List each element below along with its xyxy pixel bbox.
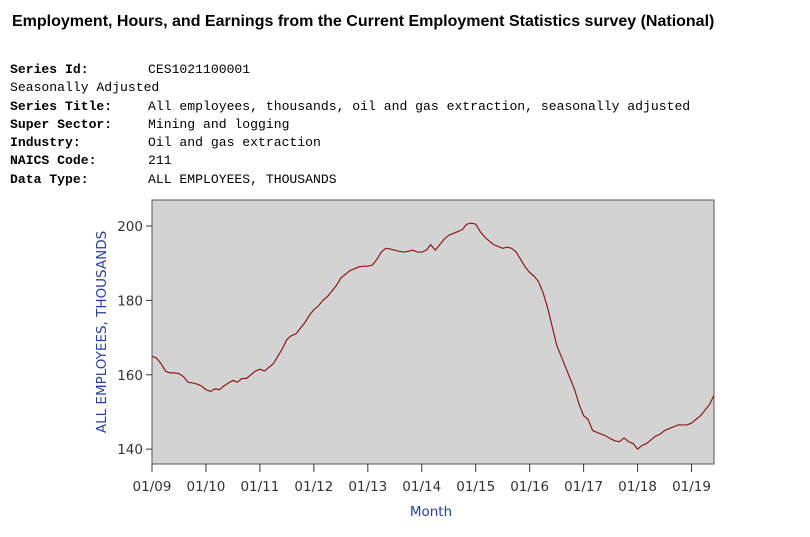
y-axis-title: ALL EMPLOYEES, THOUSANDS: [94, 231, 110, 433]
series-id-value: CES1021100001: [148, 62, 251, 77]
naics-code-row: NAICS Code: 211: [10, 152, 690, 170]
super-sector-value: Mining and logging: [148, 116, 290, 132]
seasonal-adjustment-row: Seasonally Adjusted: [10, 79, 690, 97]
naics-code-label: NAICS Code:: [10, 153, 97, 169]
data-type-label: Data Type:: [10, 171, 89, 187]
series-title-row: Series Title: All employees, thousands, o…: [10, 98, 690, 116]
data-type-value: ALL EMPLOYEES, THOUSANDS: [148, 171, 337, 187]
data-type-row: Data Type: ALL EMPLOYEES, THOUSANDS: [10, 171, 690, 189]
industry-value: Oil and gas extraction: [148, 135, 321, 151]
industry-row: Industry: Oil and gas extraction: [10, 134, 690, 152]
x-tick-label: 01/10: [186, 479, 225, 495]
x-tick-label: 01/13: [348, 479, 387, 495]
x-tick-label: 01/11: [240, 479, 279, 495]
tick-labels: 140 160 180 200 01/09 01/10 01/11 01/12 01/13 01/…: [117, 219, 711, 495]
x-axis-title: Month: [410, 504, 452, 520]
page-title: Employment, Hours, and Earnings from the…: [12, 13, 715, 30]
series-title-value: All employees, thousands, oil and gas ex…: [148, 98, 691, 114]
y-tick-label: 160: [117, 368, 143, 384]
x-tick-label: 01/18: [618, 479, 657, 495]
series-title-label: Series Title:: [10, 98, 113, 114]
series-id-row: Series Id: CES1021100001: [10, 61, 690, 79]
super-sector-row: Super Sector: Mining and logging: [10, 116, 690, 134]
naics-code-value: 211: [148, 153, 172, 169]
plot-area: [151, 199, 715, 465]
series-line: [151, 222, 715, 450]
y-tick-label: 200: [117, 219, 143, 235]
super-sector-label: Super Sector:: [10, 116, 113, 132]
series-metadata: Series Id: CES1021100001 Seasonally Adjus…: [10, 61, 690, 189]
x-tick-label: 01/19: [672, 479, 711, 495]
series-id-label: Series Id:: [10, 62, 89, 77]
seasonal-adjustment-value: Seasonally Adjusted: [10, 80, 160, 96]
x-tick-label: 01/16: [510, 479, 549, 495]
y-tick-label: 140: [117, 442, 143, 458]
x-tick-label: 01/12: [294, 479, 333, 495]
y-tick-label: 180: [117, 293, 143, 309]
x-tick-label: 01/17: [564, 479, 603, 495]
x-tick-label: 01/14: [402, 479, 441, 495]
industry-label: Industry:: [10, 135, 81, 151]
x-tick-label: 01/09: [133, 479, 172, 495]
series-layer: [151, 222, 715, 450]
axis-ticks: [146, 225, 693, 472]
x-tick-label: 01/15: [456, 479, 495, 495]
